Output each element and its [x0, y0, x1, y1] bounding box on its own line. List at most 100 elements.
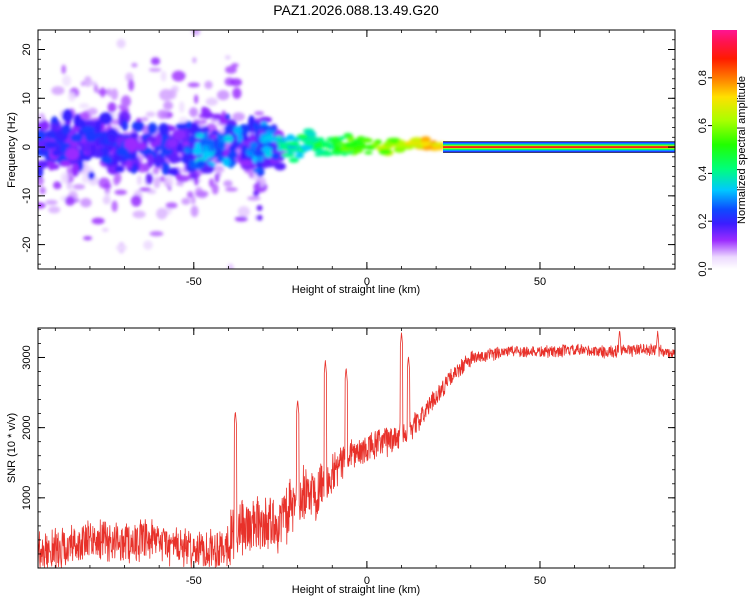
snr-y-ticks: 1000 2000 3000	[21, 329, 675, 569]
heatmap-cell	[256, 214, 263, 221]
heatmap-cell	[141, 116, 149, 122]
heatmap-cell	[78, 118, 86, 129]
heatmap-cell	[82, 119, 97, 128]
heatmap-cell	[276, 141, 288, 145]
heatmap-x-ticks: -50 0 50	[54, 30, 645, 288]
heatmap-cell	[44, 140, 58, 150]
snr-y-tick-label: 1000	[21, 486, 33, 510]
heatmap-cell	[268, 138, 280, 142]
heatmap-cells	[38, 30, 450, 269]
heatmap-cell	[87, 81, 98, 86]
heatmap-cell	[296, 134, 309, 139]
heatmap-cell	[253, 150, 263, 157]
heatmap-cell	[287, 148, 298, 152]
heatmap-cell	[355, 148, 364, 154]
heatmap-cell	[79, 103, 90, 109]
heatmap-cell	[111, 200, 118, 212]
snr-panel: -50 0 50 1000 2000 3000 Height of straight l…	[6, 327, 676, 596]
heatmap-cell	[148, 67, 162, 72]
heatmap-cell	[343, 132, 353, 138]
colorbar-tick-label: 0.4	[697, 166, 709, 181]
heatmap-cell	[116, 147, 129, 157]
snr-x-tick-label: -50	[186, 575, 202, 587]
heatmap-cell	[61, 123, 72, 135]
heatmap-cell	[256, 205, 263, 212]
heatmap-cell	[223, 134, 234, 144]
heatmap-y-tick-label: 10	[21, 92, 33, 104]
heatmap-cell	[130, 195, 142, 207]
snr-series-line	[38, 330, 675, 568]
heatmap-cell	[80, 197, 92, 208]
heatmap-cell	[101, 227, 109, 232]
colorbar-tick-label: 0.8	[697, 70, 709, 85]
heatmap-cell	[120, 95, 132, 108]
heatmap-cell	[222, 157, 231, 167]
heatmap-cell	[187, 82, 200, 88]
heatmap-cell	[114, 189, 127, 195]
heatmap-x-tick-label: -50	[186, 276, 202, 288]
snr-y-tick-label: 2000	[21, 415, 33, 439]
heatmap-y-tick-label: 0	[21, 144, 33, 150]
heatmap-cell	[225, 187, 238, 192]
heatmap-cell	[314, 153, 323, 157]
heatmap-cell	[136, 142, 147, 151]
colorbar-gradient	[712, 30, 737, 269]
heatmap-cell	[94, 149, 103, 158]
heatmap-cell	[215, 148, 221, 156]
heatmap-x-tick-label: 0	[364, 276, 370, 288]
heatmap-cell	[228, 150, 238, 160]
heatmap-cell	[156, 207, 168, 220]
heatmap-cell	[364, 151, 373, 155]
heatmap-cell	[168, 167, 180, 176]
heatmap-cell	[68, 91, 76, 102]
heatmap-cell	[357, 145, 369, 150]
heatmap-cell	[175, 122, 187, 130]
heatmap-cell	[216, 141, 225, 151]
heatmap-cell	[247, 195, 261, 201]
heatmap-cell	[147, 154, 154, 168]
heatmap-cell	[213, 168, 225, 173]
heatmap-cell	[223, 180, 233, 187]
heatmap-cell	[107, 102, 117, 113]
heatmap-cell	[249, 141, 259, 148]
heatmap-cell	[295, 153, 305, 159]
heatmap-cell	[105, 192, 110, 201]
heatmap-cell	[190, 205, 199, 217]
heatmap-cell	[189, 107, 199, 118]
heatmap-cell	[268, 129, 277, 134]
heatmap-cell	[191, 195, 196, 205]
heatmap-cell	[82, 161, 89, 174]
heatmap-cell	[147, 122, 158, 135]
heatmap-cell	[186, 191, 194, 199]
heatmap-cell	[200, 119, 207, 125]
heatmap-cell	[61, 109, 73, 123]
heatmap-cell	[210, 162, 216, 167]
heatmap-cell	[145, 111, 156, 117]
heatmap-cell	[53, 181, 62, 190]
heatmap-cell	[143, 240, 153, 250]
heatmap-cell	[254, 111, 265, 116]
heatmap-cell	[199, 138, 209, 147]
heatmap-cell	[288, 142, 300, 147]
heatmap-cell	[248, 171, 254, 179]
heatmap-cell	[230, 78, 242, 87]
heatmap-cell	[38, 202, 46, 209]
heatmap-cell	[168, 152, 180, 164]
heatmap-cell	[214, 172, 220, 183]
snr-x-axis-label: Height of straight line (km)	[292, 584, 420, 596]
heatmap-cell	[181, 197, 191, 205]
heatmap-cell	[114, 172, 122, 184]
colorbar-tick-label: 0.2	[697, 214, 709, 229]
colorbar-tick-label: 0.0	[697, 261, 709, 276]
heatmap-cell	[288, 157, 299, 163]
heatmap-cell	[282, 145, 289, 151]
heatmap-cell	[156, 109, 168, 120]
heatmap-cell	[259, 176, 265, 188]
heatmap-cell	[131, 62, 138, 68]
heatmap-cell	[262, 145, 270, 152]
heatmap-cell	[209, 143, 215, 151]
heatmap-cell	[274, 162, 286, 171]
heatmap-cell	[158, 123, 169, 136]
heatmap-y-tick-label: -10	[21, 188, 33, 204]
